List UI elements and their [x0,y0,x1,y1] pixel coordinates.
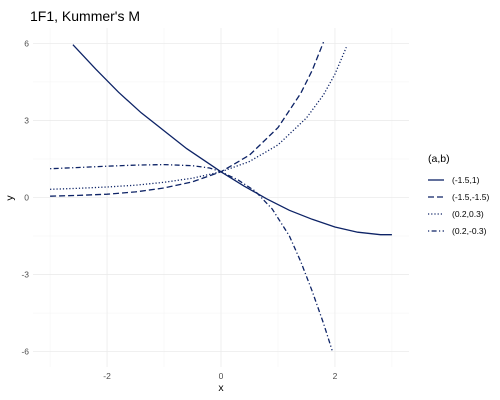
y-tick-label: 0 [24,193,29,203]
x-axis-label: x [218,382,224,394]
x-tick-label: 0 [219,371,224,381]
series-line [50,163,333,351]
y-tick-labels: -6 -3 0 3 6 [21,38,29,356]
legend-label: (-1.5,1) [452,175,480,185]
y-tick-label: -3 [21,270,29,280]
legend: (a,b) (-1.5,1) (-1.5,-1.5) (0.2,0.3) (0.2,-… [428,153,489,236]
major-gridlines [33,28,409,367]
legend-title: (a,b) [428,153,450,165]
x-tick-labels: -2 0 2 [103,371,337,381]
x-tick-label: 2 [333,371,338,381]
y-axis-label: y [4,195,16,201]
series-line [72,44,392,236]
y-tick-label: 3 [24,115,29,125]
chart-title: 1F1, Kummer's M [30,8,140,24]
x-tick-label: -2 [103,371,111,381]
series-lines [50,41,392,351]
legend-label: (-1.5,-1.5) [452,192,489,202]
series-line [50,41,325,197]
y-tick-label: 6 [24,38,29,48]
y-tick-label: -6 [21,347,29,357]
legend-label: (0.2,0.3) [452,209,484,219]
legend-label: (0.2,-0.3) [452,226,487,236]
